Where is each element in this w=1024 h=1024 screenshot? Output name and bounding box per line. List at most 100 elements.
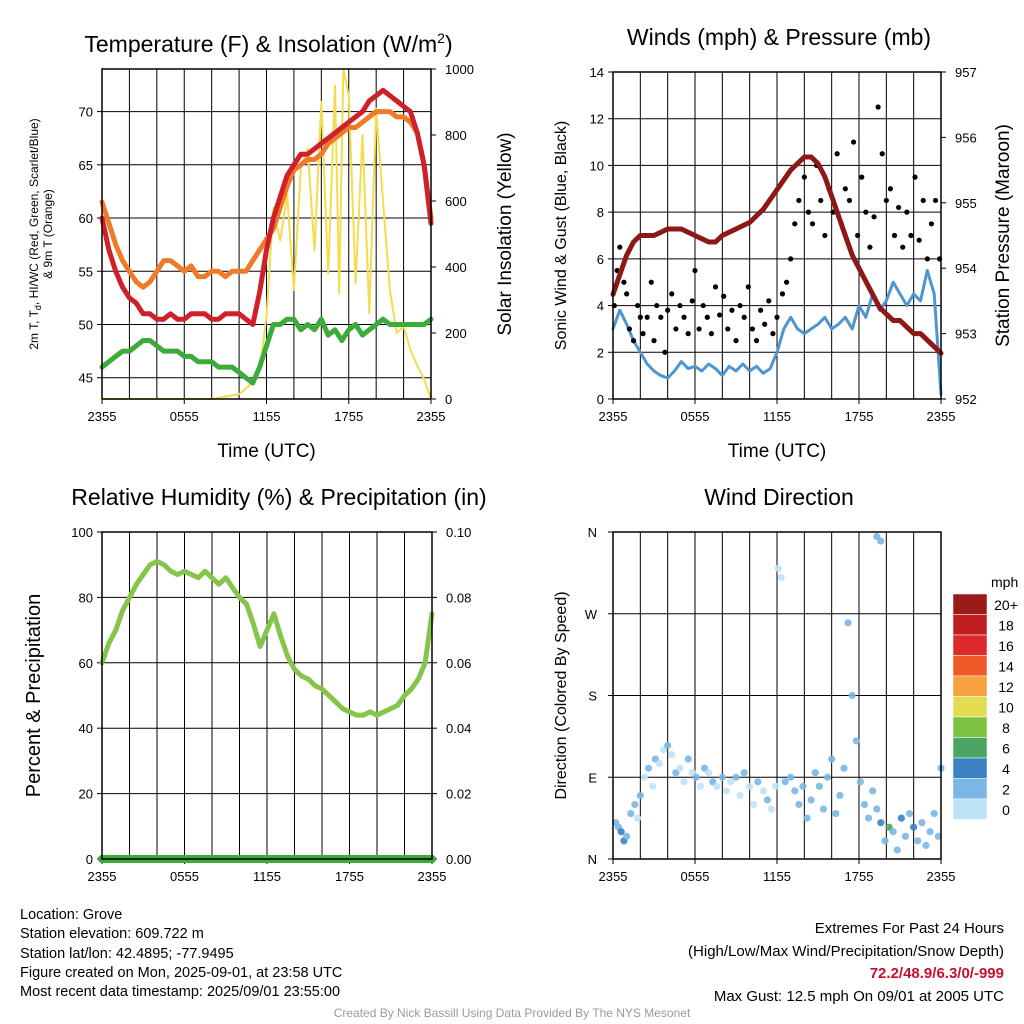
y-tick-label: 55: [79, 264, 93, 279]
x-tick-label: 2355: [417, 409, 446, 424]
gust-point: [871, 214, 877, 220]
direction-point: [777, 573, 785, 582]
direction-point: [877, 819, 885, 827]
direction-point: [644, 764, 653, 772]
direction-point: [807, 796, 815, 804]
y2-tick-label: 957: [955, 65, 977, 80]
colorbar-swatch: [952, 614, 988, 636]
gust-point: [635, 302, 641, 309]
title-superscript: 2: [437, 30, 445, 46]
direction-point: [860, 800, 869, 809]
direction-point: [684, 755, 692, 763]
y-label-sub: d: [33, 305, 43, 310]
y-tick-label: 0: [86, 852, 93, 867]
y-axis-label: Percent & Precipitation: [23, 594, 45, 797]
colorbar-label: 14: [998, 659, 1014, 675]
direction-point: [934, 832, 942, 840]
direction-point: [811, 769, 819, 777]
direction-point: [736, 791, 744, 800]
gust-point: [692, 267, 698, 274]
gust-point: [696, 326, 702, 332]
extremes-panel: Extremes For Past 24 Hours (High/Low/Max…: [688, 918, 1004, 1008]
y2-tick-label: 0.06: [446, 656, 471, 671]
direction-point: [640, 773, 649, 781]
direction-point: [881, 837, 889, 845]
direction-point: [705, 769, 713, 777]
y-tick-label: 10: [590, 158, 604, 173]
y2-tick-label: 0.00: [446, 852, 471, 867]
y-tick-label: 0: [597, 392, 604, 407]
gust-point: [924, 256, 930, 262]
colorbar-swatch: [952, 737, 988, 759]
direction-point: [836, 791, 844, 800]
x-tick-label: 1755: [845, 869, 874, 884]
y-tick-label: S: [588, 689, 597, 704]
gust-point: [891, 232, 898, 239]
gust-point: [654, 302, 660, 309]
direction-point: [823, 773, 832, 781]
direction-point: [828, 755, 836, 763]
gust-point: [741, 314, 747, 320]
direction-point: [627, 809, 635, 818]
direction-point: [636, 791, 644, 800]
gust-point: [788, 256, 794, 262]
y-tick-label: 6: [597, 252, 604, 267]
direction-point: [754, 778, 762, 786]
y2-tick-label: 0.04: [446, 721, 471, 736]
colorbar-swatch: [952, 716, 988, 738]
x-tick-label: 0555: [681, 869, 710, 884]
rh-panel: 2355 0555 1155 1755 2355 0 20 40 60 80 100 0.00 0.02…: [23, 484, 487, 884]
gust-point: [721, 293, 727, 299]
direction-point: [655, 760, 664, 768]
direction-point: [889, 828, 897, 836]
gust-point: [708, 331, 715, 337]
y-tick-label: 4: [597, 299, 604, 314]
y-tick-label: 8: [597, 205, 604, 220]
direction-point: [840, 764, 848, 772]
gust-point: [850, 139, 857, 145]
gust-point: [867, 244, 873, 250]
gust-point: [887, 186, 894, 192]
y2-tick-label: 1000: [445, 62, 474, 77]
y-tick-label: 60: [79, 211, 93, 226]
colorbar-label: 2: [1002, 782, 1010, 798]
gust-point: [896, 204, 902, 211]
gust-point: [920, 197, 926, 204]
y-tick-label: 65: [79, 158, 93, 173]
solar-series-line: [101, 68, 432, 400]
x-tick-label: 2355: [88, 869, 117, 884]
direction-point: [914, 837, 922, 845]
x-tick-label: 2355: [927, 869, 956, 884]
direction-point: [901, 832, 910, 840]
y2-tick-label: 0.02: [446, 787, 471, 802]
plot-border: [101, 68, 432, 400]
x-tick-label: 1155: [253, 869, 281, 884]
y-tick-label: E: [588, 770, 597, 785]
gust-point: [753, 338, 760, 344]
y2-tick-label: 400: [445, 260, 467, 275]
y2-tick-label: 0.08: [446, 590, 471, 605]
gust-point: [783, 279, 790, 285]
y-axis-label: 2m T, Td, HI/WC (Red, Green, Scarlet/Blu…: [27, 118, 43, 349]
x-tick-label: 0555: [170, 409, 199, 424]
y2-tick-label: 955: [955, 196, 977, 211]
gust-point: [875, 104, 881, 110]
gust-point: [729, 307, 735, 313]
x-tick-label: 2355: [88, 409, 117, 424]
direction-point: [740, 769, 748, 777]
gust-point: [859, 174, 865, 180]
credit-line: Created By Nick Bassill Using Data Provi…: [333, 1006, 691, 1020]
x-tick-label: 2355: [599, 869, 628, 884]
wind-panel: 2355 0555 1155 1755 2355 Time (UTC) 0 2 4 6 8 10 12 1…: [553, 24, 1014, 462]
wind-series-line: [611, 269, 943, 396]
y-tick-label: 45: [79, 371, 93, 386]
direction-point: [746, 782, 754, 790]
gust-point: [617, 244, 623, 250]
gust-point: [662, 349, 668, 355]
direction-point: [873, 805, 881, 813]
direction-point: [763, 796, 772, 804]
colorbar-label: 10: [998, 700, 1014, 716]
y-axis-label: Direction (Colored By Speed): [553, 591, 570, 799]
gust-point: [737, 302, 743, 309]
gust-point: [842, 186, 848, 192]
